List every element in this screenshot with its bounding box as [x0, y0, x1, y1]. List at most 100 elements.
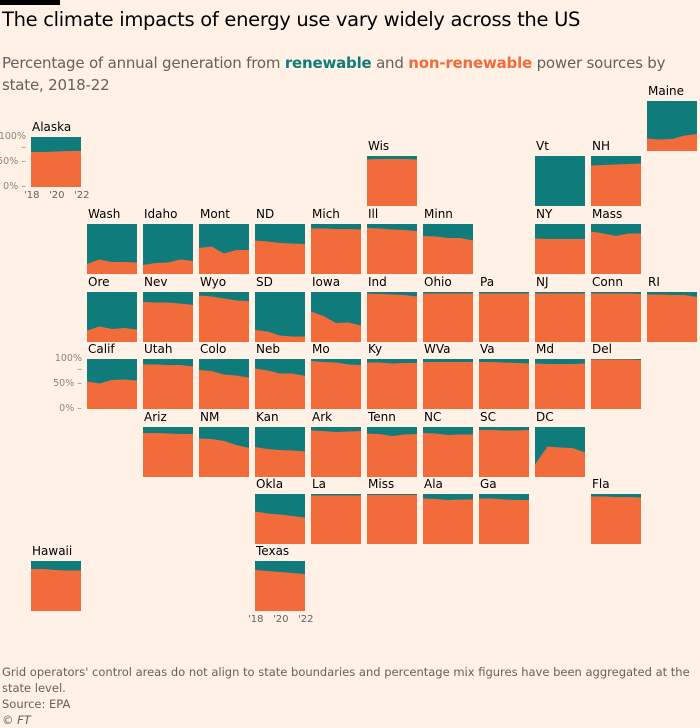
- state-label: La: [312, 477, 327, 491]
- state-tile-ri: RI: [647, 275, 697, 342]
- non-renewable-area: [311, 430, 361, 477]
- non-renewable-area: [591, 163, 641, 206]
- state-label: NC: [424, 410, 442, 424]
- state-area-chart: [143, 224, 193, 274]
- state-label: Ill: [368, 207, 379, 221]
- state-tile-kan: Kan: [255, 410, 305, 477]
- non-renewable-area: [479, 362, 529, 409]
- state-tile-md: Md: [535, 342, 585, 409]
- non-renewable-area: [423, 293, 473, 342]
- state-label: Ga: [480, 477, 497, 491]
- state-area-chart: [255, 224, 305, 274]
- state-label: Okla: [256, 477, 284, 491]
- state-area-chart: [591, 494, 641, 544]
- state-label: Va: [480, 342, 495, 356]
- state-tile-nj: NJ: [535, 275, 585, 342]
- state-label: Vt: [536, 139, 549, 153]
- state-label: Md: [536, 342, 554, 356]
- state-tile-nc: NC: [423, 410, 473, 477]
- state-label: Pa: [480, 275, 495, 289]
- state-tile-idaho: Idaho: [143, 207, 193, 274]
- state-label: Nev: [144, 275, 168, 289]
- state-tile-pa: Pa: [479, 275, 529, 342]
- state-label: Idaho: [144, 207, 178, 221]
- state-tile-nh: NH: [591, 139, 641, 206]
- state-area-chart: [423, 224, 473, 274]
- non-renewable-area: [535, 238, 585, 274]
- non-renewable-area: [255, 447, 305, 477]
- x-tick-label: '22: [298, 614, 314, 625]
- non-renewable-area: [311, 228, 361, 274]
- state-tile-dc: DC: [535, 410, 585, 477]
- non-renewable-area: [423, 236, 473, 274]
- non-renewable-area: [255, 368, 305, 409]
- non-renewable-area: [143, 433, 193, 477]
- state-label: Maine: [648, 84, 685, 98]
- state-tile-hawaii: Hawaii: [31, 544, 81, 611]
- state-label: Mass: [592, 207, 623, 221]
- state-tile-ore: Ore: [87, 275, 137, 342]
- state-area-chart: [423, 359, 473, 409]
- state-area-chart: [479, 292, 529, 342]
- state-area-chart: [423, 292, 473, 342]
- y-tick-label: 100% –: [54, 353, 82, 375]
- state-tile-ohio: Ohio: [423, 275, 473, 342]
- state-area-chart: [87, 359, 137, 409]
- x-tick-label: '18: [24, 190, 40, 201]
- state-label: WVa: [424, 342, 451, 356]
- state-label: Ky: [368, 342, 383, 356]
- y-tick-label: 50% –: [53, 378, 82, 389]
- non-renewable-area: [479, 293, 529, 342]
- state-tile-minn: Minn: [423, 207, 473, 274]
- state-tile-maine: Maine: [647, 84, 697, 151]
- state-label: Colo: [200, 342, 227, 356]
- footer: Grid operators' control areas do not ali…: [2, 664, 700, 728]
- state-label: Wyo: [200, 275, 227, 289]
- state-label: Mo: [312, 342, 330, 356]
- state-label: NJ: [536, 275, 549, 289]
- non-renewable-area: [199, 295, 249, 342]
- non-renewable-area: [367, 495, 417, 544]
- state-label: DC: [536, 410, 554, 424]
- state-area-chart: [255, 359, 305, 409]
- state-label: Tenn: [368, 410, 396, 424]
- state-area-chart: [591, 359, 641, 409]
- non-renewable-area: [199, 370, 249, 409]
- state-area-chart: [535, 427, 585, 477]
- non-renewable-area: [255, 240, 305, 274]
- state-tile-ind: Ind: [367, 275, 417, 342]
- state-label: Conn: [592, 275, 623, 289]
- x-tick-label: '22: [74, 190, 90, 201]
- state-label: Alaska: [32, 120, 72, 134]
- non-renewable-area: [423, 433, 473, 477]
- non-renewable-area: [199, 438, 249, 477]
- state-tile-colo: Colo: [199, 342, 249, 409]
- state-area-chart: [591, 224, 641, 274]
- state-area-chart: [199, 224, 249, 274]
- state-tile-del: Del: [591, 342, 641, 409]
- state-tile-ill: Ill: [367, 207, 417, 274]
- state-area-chart: [255, 427, 305, 477]
- non-renewable-area: [591, 231, 641, 274]
- state-area-chart: [311, 292, 361, 342]
- non-renewable-area: [535, 293, 585, 342]
- footnote-text: Grid operators' control areas do not ali…: [2, 665, 690, 695]
- state-area-chart: [143, 359, 193, 409]
- non-renewable-area: [311, 495, 361, 544]
- state-label: Wis: [368, 139, 390, 153]
- state-label: Mich: [312, 207, 340, 221]
- state-label: Wash: [88, 207, 121, 221]
- state-tile-texas: Texas: [255, 544, 305, 611]
- state-area-chart: [479, 494, 529, 544]
- state-label: Fla: [592, 477, 610, 491]
- non-renewable-area: [367, 433, 417, 477]
- state-tile-ariz: Ariz: [143, 410, 193, 477]
- non-renewable-area: [591, 359, 641, 409]
- state-tile-ark: Ark: [311, 410, 361, 477]
- state-area-chart: [31, 137, 81, 187]
- non-renewable-area: [423, 498, 473, 544]
- state-area-chart: [311, 427, 361, 477]
- state-label: NH: [592, 139, 610, 153]
- state-label: Ark: [312, 410, 333, 424]
- non-renewable-area: [255, 511, 305, 544]
